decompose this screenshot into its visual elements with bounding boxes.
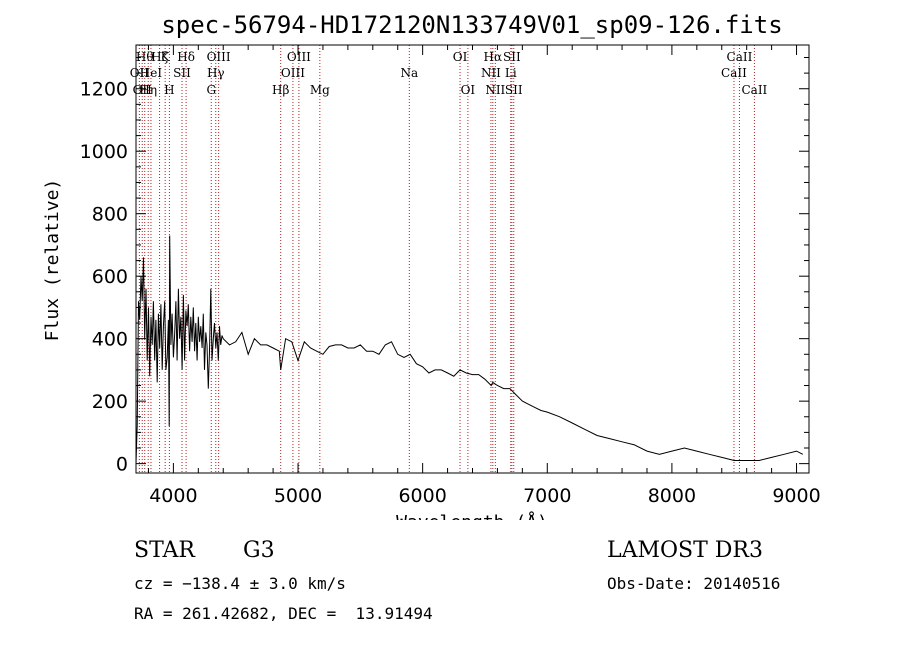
line-marker-label: G [206,83,216,97]
line-marker-label: OIII [207,50,231,64]
line-marker-label: Hγ [207,66,225,80]
y-tick-label: 600 [92,266,128,288]
coordinates: RA = 261.42682, DEC = 13.91494 [134,604,433,623]
line-marker-label: Hα [484,50,503,64]
line-marker-label: OI [461,83,476,97]
y-tick-label: 0 [116,454,128,476]
line-marker-label: SII [505,83,523,97]
y-tick-label: 1000 [80,141,128,163]
line-marker-label: NII [481,66,501,80]
line-marker-label: Hζ [151,50,168,64]
line-marker-label: Hδ [177,50,195,64]
line-marker-label: OIII [281,66,305,80]
y-tick-label: 400 [92,329,128,351]
y-tick-label: 1200 [80,79,128,101]
line-markers [138,45,755,473]
line-marker-labels: OIIOIIHθHηHeIHζKHSIIHδGHγOIIIHβOIIIOIIIM… [130,50,768,97]
spectrum-line [135,235,804,464]
y-axis-label: Flux (relative) [42,179,63,342]
x-axis-ticks: 4000 5000 6000 7000 8000 9000 [147,45,821,507]
spectrum-chart: spec-56794-HD172120N133749V01_sp09-126.f… [42,11,821,520]
object-type: STAR [134,538,195,563]
plot-frame [135,44,810,474]
x-tick-label: 5000 [274,485,322,507]
line-marker-label: H [164,83,174,97]
x-tick-label: 4000 [149,485,197,507]
line-marker-label: Hη [139,83,157,97]
y-axis-ticks: 0 200 400 600 800 1000 1200 [80,56,809,476]
survey-name: LAMOST DR3 [607,538,763,563]
line-marker-label: Hθ [136,50,154,64]
x-tick-label: 6000 [398,485,446,507]
line-marker-label: Li [505,66,517,80]
line-marker-label: Na [400,66,418,80]
x-tick-label: 8000 [648,485,696,507]
x-tick-label: 7000 [523,485,571,507]
line-marker-label: K [161,50,171,64]
line-marker-label: OIII [287,50,311,64]
x-axis-label: Wavelength (Å) [396,511,548,520]
y-tick-label: 200 [92,391,128,413]
line-marker-label: NII [485,83,505,97]
redshift-cz: cz = −138.4 ± 3.0 km/s [134,574,346,593]
line-marker-label: CaII [741,83,767,97]
line-marker-label: CaII [727,50,753,64]
line-marker-label: OI [453,50,468,64]
line-marker-label: SII [503,50,521,64]
y-tick-label: 800 [92,204,128,226]
line-marker-label: Mg [310,83,330,97]
x-tick-label: 9000 [772,485,820,507]
line-marker-label: SII [173,66,191,80]
chart-title: spec-56794-HD172120N133749V01_sp09-126.f… [161,11,782,39]
line-marker-label: CaII [721,66,747,80]
observation-date: Obs-Date: 20140516 [607,574,781,593]
line-marker-label: OII [133,83,153,97]
line-marker-label: Hβ [272,83,289,97]
spectral-subclass: G3 [243,538,275,563]
line-marker-label: HeI [140,66,163,80]
